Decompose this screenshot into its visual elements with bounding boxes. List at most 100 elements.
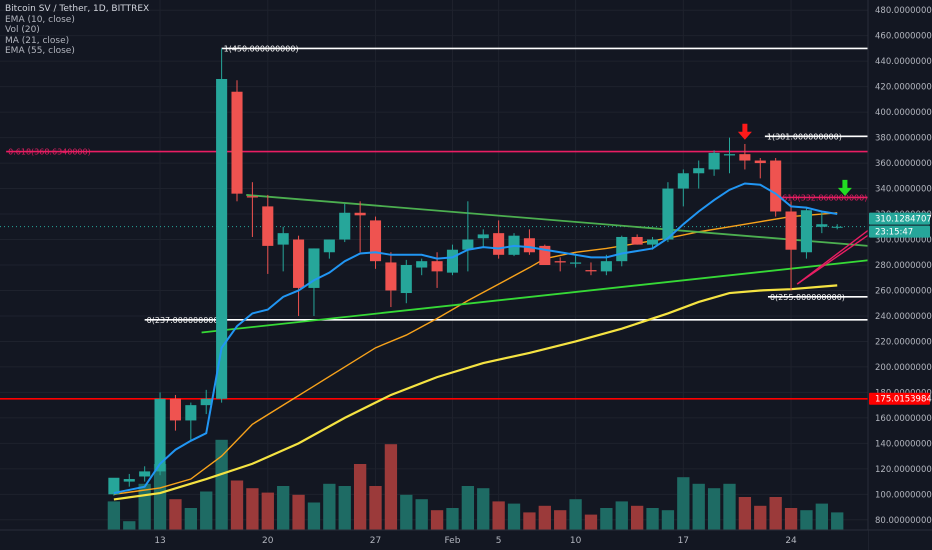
last-price-label-bg	[869, 212, 930, 225]
candle-body	[354, 212, 366, 216]
candle-body	[816, 224, 828, 227]
candle-body	[308, 248, 320, 288]
x-tick-label: 27	[370, 536, 381, 546]
volume-bar	[369, 486, 382, 530]
candle-body	[339, 212, 351, 240]
y-tick-label: 460.00000000	[875, 32, 932, 42]
candle-body	[723, 154, 736, 156]
indicator-ma21-label[interactable]: MA (21, close)	[5, 35, 70, 46]
volume-bar	[107, 501, 121, 530]
x-tick-label: 20	[262, 536, 274, 546]
countdown-label-bg	[869, 225, 930, 238]
volume-bar	[523, 512, 536, 530]
level-price-label: 175.01539845	[875, 395, 932, 405]
volume-bar	[153, 464, 167, 530]
volume-bar	[246, 488, 259, 530]
volume-bar	[831, 512, 844, 530]
volume-bar	[723, 483, 736, 530]
volume-bar	[569, 499, 582, 530]
candle-body	[262, 206, 274, 246]
level-label: 0.618(368.6340000)	[8, 148, 91, 157]
volume-bar	[584, 514, 598, 530]
volume-bar	[615, 501, 628, 530]
volume-bar	[277, 486, 290, 530]
volume-bar	[815, 503, 828, 530]
candle-body	[369, 220, 382, 262]
x-tick-label: 17	[678, 536, 689, 546]
candle-body	[231, 91, 243, 194]
volume-bar	[646, 508, 659, 530]
y-tick-label: 340.00000000	[875, 185, 932, 195]
y-tick-label: 480.00000000	[875, 6, 932, 16]
level-label: 1(450.000000000)	[224, 44, 299, 53]
volume-bar	[400, 494, 413, 530]
volume-bar	[430, 510, 444, 530]
volume-bar	[123, 521, 136, 530]
volume-bar	[492, 501, 505, 530]
price-axis	[868, 0, 932, 550]
candle-body	[477, 234, 489, 239]
candle-body	[154, 398, 166, 472]
candle-body	[539, 245, 551, 265]
volume-bar	[384, 444, 398, 530]
candle-body	[323, 239, 335, 253]
candle-body	[200, 398, 212, 406]
candle-body	[185, 405, 197, 421]
candle-body	[785, 211, 797, 250]
candle-body	[693, 168, 705, 174]
candle-body	[570, 262, 582, 264]
ema10-line	[113, 182, 838, 495]
level-label: 0.618(332.868000000)	[775, 193, 868, 202]
volume-bar	[169, 499, 182, 530]
candle-body	[431, 261, 443, 272]
volume-bar	[784, 508, 798, 530]
candle-body	[646, 239, 659, 245]
volume-bar	[307, 502, 321, 530]
arrow-down-icon	[837, 179, 852, 196]
candle-body	[293, 239, 305, 288]
candle-body	[754, 160, 766, 164]
level-price-label-bg	[869, 392, 930, 405]
indicator-ema55-label[interactable]: EMA (55, close)	[5, 46, 75, 56]
last-price-label: 310.12847075	[875, 215, 932, 225]
candle-body	[770, 160, 782, 212]
chart-legend: Bitcoin SV / Tether, 1D, BITTREX EMA (10…	[5, 4, 149, 57]
volume-bar	[477, 488, 490, 530]
volume-bar	[769, 497, 782, 530]
candle-body	[800, 210, 812, 253]
volume-bar	[353, 464, 367, 530]
y-tick-label: 380.00000000	[875, 134, 932, 144]
candle-body	[169, 398, 181, 421]
y-tick-label: 440.00000000	[875, 57, 932, 67]
volume-bar	[507, 503, 521, 530]
y-tick-label: 260.00000000	[875, 286, 932, 296]
ma21-line	[113, 212, 838, 496]
indicator-ema10-label[interactable]: EMA (10, close)	[5, 14, 75, 25]
candle-body	[831, 226, 843, 228]
volume-bar	[446, 508, 459, 530]
candle-body	[123, 479, 135, 482]
volume-bar	[738, 497, 752, 530]
countdown-label: 23:15:47	[875, 228, 913, 238]
time-axis	[0, 530, 868, 550]
y-tick-label: 360.00000000	[875, 159, 932, 169]
candle-body	[493, 233, 505, 255]
candle-body	[523, 238, 535, 253]
volume-bar	[538, 505, 551, 530]
volume-bar	[707, 488, 721, 530]
volume-bar	[661, 510, 675, 530]
y-tick-label: 80.00000000	[875, 516, 932, 526]
volume-bar	[200, 491, 213, 530]
symbol-title: Bitcoin SV / Tether, 1D, BITTREX	[5, 4, 150, 14]
volume-bar	[677, 477, 690, 530]
y-tick-label: 140.00000000	[875, 439, 932, 449]
indicator-volume-label[interactable]: Vol (20)	[5, 25, 40, 35]
level-label: 1(381.000000000)	[767, 132, 842, 141]
candle-body	[216, 78, 228, 399]
candle-body	[600, 261, 612, 272]
candle-body	[108, 477, 120, 495]
candle-body	[277, 233, 289, 245]
ema55-line	[113, 284, 838, 501]
x-tick-label: Feb	[444, 536, 460, 546]
